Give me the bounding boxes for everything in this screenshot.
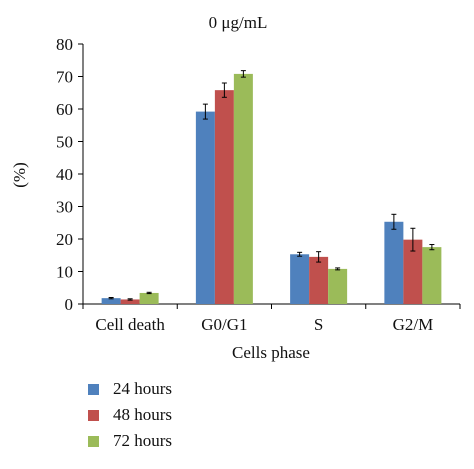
legend: 24 hours 48 hours 72 hours: [88, 376, 172, 454]
y-tick-label-70: 70: [56, 68, 73, 87]
y-tick-label-0: 0: [65, 295, 74, 314]
bar-24-hours-s: [290, 254, 310, 304]
legend-label-72-hours: 72 hours: [113, 431, 173, 450]
bar-48-hours-s: [309, 256, 329, 304]
y-tick-label-30: 30: [56, 198, 73, 217]
x-tick-label-g0-g1: G0/G1: [201, 315, 247, 334]
error-bars: [108, 70, 435, 301]
x-axis-label: Cells phase: [232, 343, 310, 362]
bar-48-hours-cell-death: [120, 299, 140, 304]
y-tick-label-60: 60: [56, 100, 73, 119]
legend-item-72-hours: 72 hours: [88, 428, 172, 454]
bar-24-hours-g0-g1: [195, 111, 215, 304]
legend-label-48-hours: 48 hours: [113, 405, 173, 424]
bar-48-hours-g0-g1: [214, 90, 234, 305]
y-ticks: 0 10 20 30 40 50 60 70 80: [56, 35, 83, 314]
y-tick-label-20: 20: [56, 230, 73, 249]
bar-72-hours-g0-g1: [233, 73, 253, 305]
bar-72-hours-s: [328, 268, 348, 304]
chart-title: 0 μg/mL: [209, 13, 268, 32]
bars: [101, 73, 442, 305]
bar-48-hours-g2-m: [403, 239, 423, 304]
x-tick-label-s: S: [314, 315, 323, 334]
y-axis-label: (%): [10, 162, 29, 187]
x-tick-label-cell-death: Cell death: [95, 315, 165, 334]
bar-24-hours-g2-m: [384, 221, 404, 304]
y-tick-label-10: 10: [56, 263, 73, 282]
bar-72-hours-g2-m: [422, 247, 442, 304]
y-tick-label-40: 40: [56, 165, 73, 184]
legend-item-24-hours: 24 hours: [88, 376, 172, 402]
bar-24-hours-cell-death: [101, 298, 121, 304]
legend-item-48-hours: 48 hours: [88, 402, 172, 428]
y-tick-label-80: 80: [56, 35, 73, 54]
x-ticks: Cell death G0/G1 S G2/M: [82, 304, 461, 334]
legend-swatch-24-hours: [88, 383, 99, 395]
x-tick-label-g2-m: G2/M: [393, 315, 434, 334]
bar-72-hours-cell-death: [139, 292, 159, 304]
legend-label-24-hours: 24 hours: [113, 379, 173, 398]
y-tick-label-50: 50: [56, 133, 73, 152]
legend-swatch-48-hours: [88, 409, 99, 421]
legend-swatch-72-hours: [88, 435, 99, 447]
